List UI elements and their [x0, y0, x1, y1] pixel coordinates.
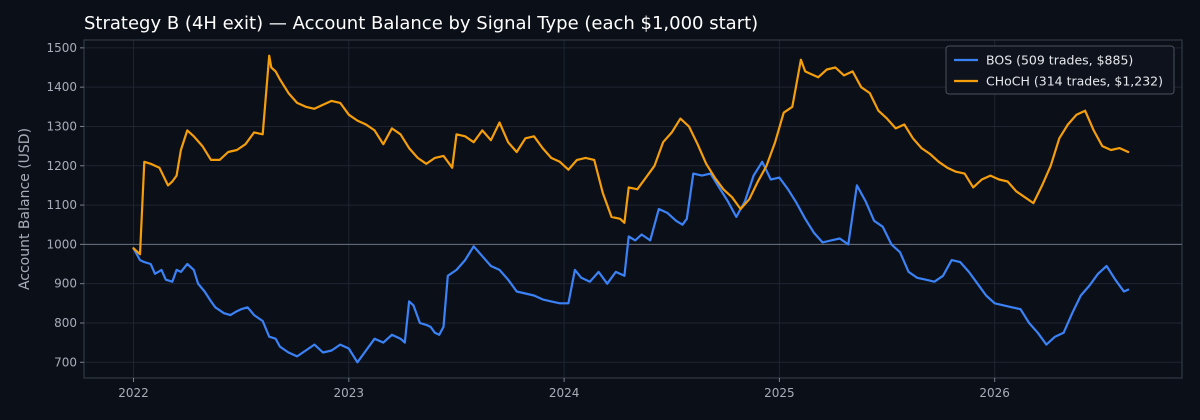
y-tick-label: 700	[54, 355, 77, 369]
y-axis: 700 800 900 1000 1100 1200 1300 1400 1500	[46, 41, 84, 369]
series-line-choch	[132, 54, 1130, 256]
x-tick-label: 2026	[979, 386, 1010, 400]
x-tick-label: 2024	[549, 386, 580, 400]
x-tick-label: 2022	[118, 386, 149, 400]
y-tick-label: 1500	[46, 41, 77, 55]
y-tick-label: 900	[54, 277, 77, 291]
y-tick-label: 1300	[46, 119, 77, 133]
y-tick-label: 1200	[46, 159, 77, 173]
chart-title: Strategy B (4H exit) — Account Balance b…	[84, 13, 759, 34]
series-layer	[132, 54, 1130, 364]
x-tick-label: 2025	[764, 386, 795, 400]
legend-entry: CHoCH (314 trades, $1,232)	[986, 74, 1163, 89]
y-tick-label: 800	[54, 316, 77, 330]
x-tick-label: 2023	[334, 386, 365, 400]
legend: BOS (509 trades, $885) CHoCH (314 trades,…	[945, 45, 1175, 95]
x-axis: 2022 2023 2024 2025 2026	[118, 378, 1010, 400]
y-tick-label: 1000	[46, 237, 77, 251]
legend-box	[945, 45, 1175, 95]
y-tick-label: 1100	[46, 198, 77, 212]
series-line-bos	[132, 160, 1130, 364]
legend-entry: BOS (509 trades, $885)	[986, 53, 1133, 68]
y-axis-label: Account Balance (USD)	[17, 128, 33, 290]
plot-frame	[83, 39, 1183, 379]
y-tick-label: 1400	[46, 80, 77, 94]
